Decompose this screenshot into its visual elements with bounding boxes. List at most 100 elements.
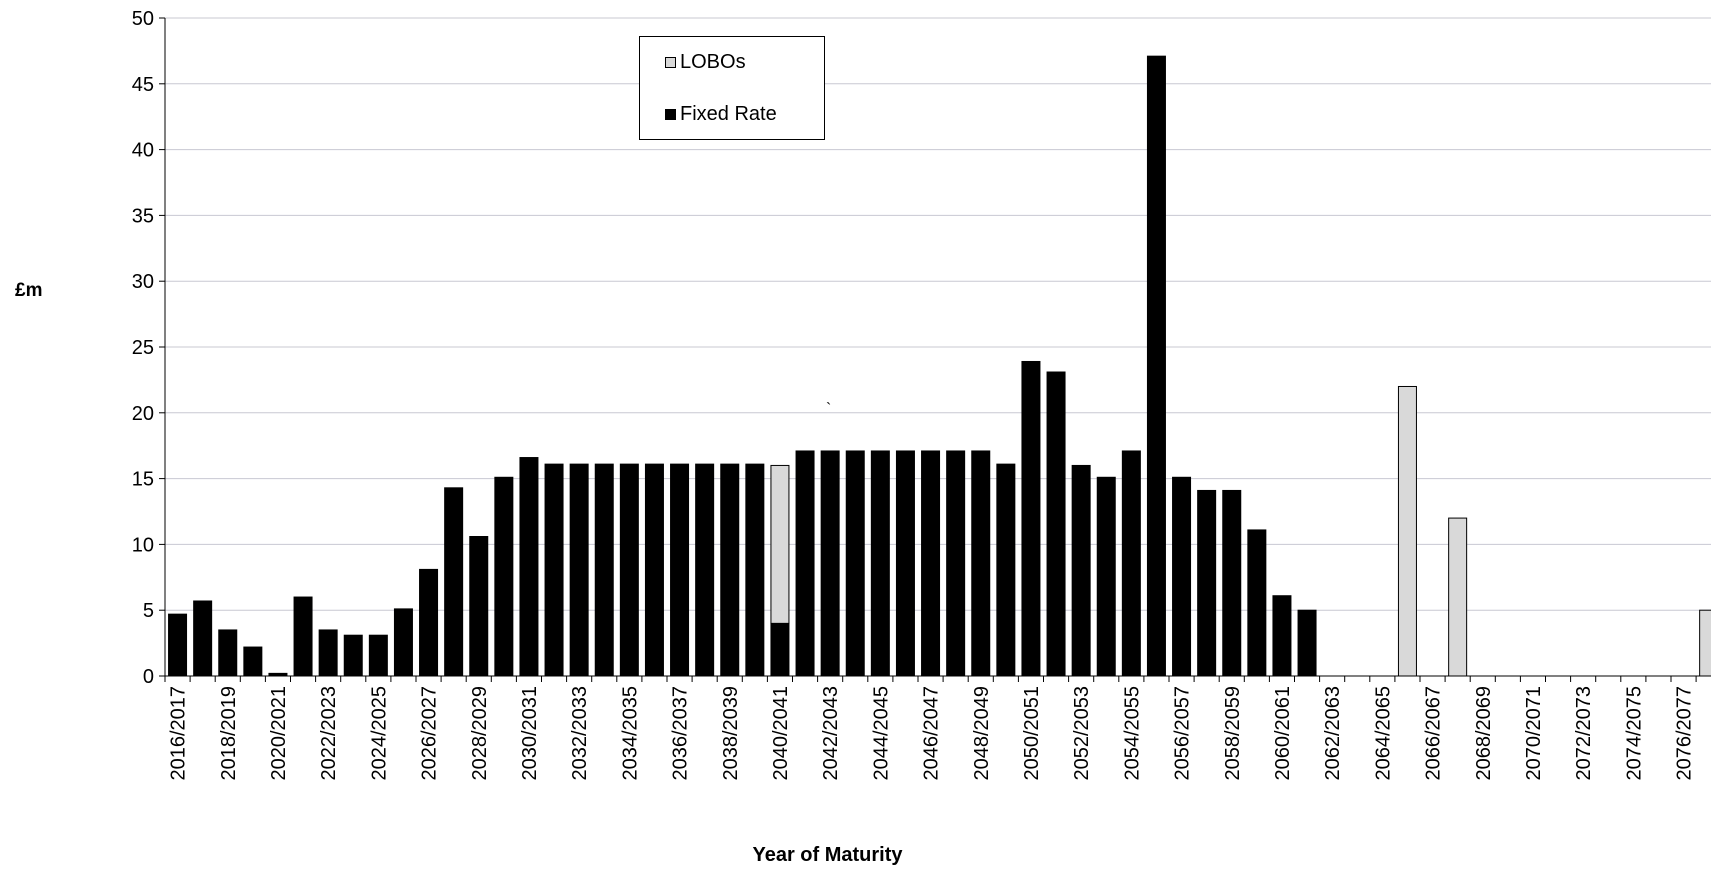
y-tick-label: 10 — [132, 534, 154, 556]
y-tick-label: 30 — [132, 271, 154, 293]
bar-fixed-rate — [594, 463, 614, 677]
legend-swatch-fixed-rate — [665, 109, 676, 120]
bar-fixed-rate — [695, 463, 715, 677]
bar-fixed-rate — [720, 463, 740, 677]
bar-fixed-rate — [619, 463, 639, 677]
bar-fixed-rate — [895, 450, 915, 677]
y-tick-label: 35 — [132, 205, 154, 227]
bar-fixed-rate — [168, 613, 188, 677]
y-tick-label: 40 — [132, 140, 154, 162]
legend: LOBOs Fixed Rate — [639, 36, 825, 140]
x-tick-label: 2050/2051 — [1021, 686, 1043, 781]
legend-swatch-lobos — [665, 57, 676, 68]
bar-fixed-rate — [1197, 489, 1217, 677]
bar-fixed-rate — [770, 622, 790, 677]
bar-fixed-rate — [293, 596, 313, 677]
x-axis-ticks: 2016/2017 2018/2019 2020/2021 2022/2023 2024… — [164, 676, 1697, 781]
y-axis-title: £m — [15, 280, 43, 301]
axes — [164, 18, 1711, 677]
bar-fixed-rate — [745, 463, 765, 677]
bar-fixed-rate — [1121, 450, 1141, 677]
x-tick-label: 2026/2027 — [419, 686, 441, 781]
bar-fixed-rate — [921, 450, 941, 677]
x-tick-label: 2068/2069 — [1473, 686, 1495, 781]
x-tick-label: 2062/2063 — [1322, 686, 1344, 781]
x-tick-label: 2028/2029 — [469, 686, 491, 781]
x-tick-label: 2032/2033 — [569, 686, 591, 781]
x-tick-label: 2066/2067 — [1423, 686, 1445, 781]
x-tick-label: 2042/2043 — [820, 686, 842, 781]
bar-fixed-rate — [569, 463, 589, 677]
bar-lobos — [770, 464, 790, 624]
x-tick-label: 2024/2025 — [368, 686, 390, 781]
bar-lobos — [1448, 517, 1468, 677]
x-tick-label: 2044/2045 — [870, 686, 892, 781]
y-tick-label: 20 — [132, 403, 154, 425]
gridlines — [165, 17, 1711, 611]
y-tick-label: 5 — [143, 600, 154, 622]
bar-fixed-rate — [494, 476, 514, 677]
bar-fixed-rate — [218, 629, 238, 677]
bar-fixed-rate — [419, 568, 439, 677]
x-tick-label: 2048/2049 — [971, 686, 993, 781]
bar-fixed-rate — [820, 450, 840, 677]
bar-fixed-rate — [1096, 476, 1116, 677]
bar-fixed-rate — [1021, 360, 1041, 677]
bar-fixed-rate — [845, 450, 865, 677]
stray-mark: ` — [826, 401, 832, 418]
bar-fixed-rate — [1071, 464, 1091, 677]
x-tick-label: 2046/2047 — [921, 686, 943, 781]
bar-fixed-rate — [193, 600, 213, 677]
x-tick-label: 2018/2019 — [218, 686, 240, 781]
bar-fixed-rate — [444, 487, 464, 677]
legend-label-lobos: LOBOs — [680, 51, 746, 73]
x-tick-label: 2036/2037 — [670, 686, 692, 781]
x-tick-label: 2016/2017 — [168, 686, 190, 781]
bar-fixed-rate — [343, 634, 363, 677]
bar-fixed-rate — [870, 450, 890, 677]
y-tick-label: 45 — [132, 74, 154, 96]
bar-fixed-rate — [996, 463, 1016, 677]
x-tick-label: 2076/2077 — [1674, 686, 1696, 781]
x-axis-title: Year of Maturity — [752, 844, 903, 866]
y-tick-label: 50 — [132, 8, 154, 30]
bar-fixed-rate — [519, 457, 539, 677]
x-tick-label: 2072/2073 — [1573, 686, 1595, 781]
bar-fixed-rate — [795, 450, 815, 677]
bar-fixed-rate — [544, 463, 564, 677]
x-tick-label: 2052/2053 — [1071, 686, 1093, 781]
x-tick-label: 2056/2057 — [1172, 686, 1194, 781]
legend-item-lobos: LOBOs — [665, 51, 746, 74]
bars — [168, 55, 1711, 677]
bar-fixed-rate — [1247, 529, 1267, 677]
bar-fixed-rate — [1146, 55, 1166, 677]
x-tick-label: 2034/2035 — [619, 686, 641, 781]
bar-fixed-rate — [1046, 371, 1066, 677]
x-tick-label: 2060/2061 — [1272, 686, 1294, 781]
x-tick-label: 2074/2075 — [1623, 686, 1645, 781]
bar-lobos — [1699, 609, 1711, 677]
x-tick-label: 2022/2023 — [318, 686, 340, 781]
bar-fixed-rate — [1222, 489, 1242, 677]
y-axis-ticks: 0 5 10 15 20 25 30 35 40 45 50 — [132, 8, 165, 688]
x-tick-label: 2040/2041 — [770, 686, 792, 781]
x-tick-label: 2054/2055 — [1121, 686, 1143, 781]
legend-label-fixed-rate: Fixed Rate — [680, 103, 777, 125]
bar-fixed-rate — [644, 463, 664, 677]
bar-fixed-rate — [1272, 595, 1292, 677]
x-tick-label: 2038/2039 — [720, 686, 742, 781]
x-tick-label: 2058/2059 — [1222, 686, 1244, 781]
bar-fixed-rate — [469, 536, 489, 677]
bar-fixed-rate — [971, 450, 991, 677]
bar-fixed-rate — [946, 450, 966, 677]
y-tick-label: 0 — [143, 666, 154, 688]
y-tick-label: 25 — [132, 337, 154, 359]
legend-item-fixed-rate: Fixed Rate — [665, 103, 777, 126]
x-tick-label: 2020/2021 — [268, 686, 290, 781]
bar-fixed-rate — [318, 629, 338, 677]
bar-lobos — [1397, 385, 1417, 677]
bar-fixed-rate — [243, 646, 263, 677]
bar-fixed-rate — [1297, 609, 1317, 677]
x-tick-label: 2070/2071 — [1523, 686, 1545, 781]
